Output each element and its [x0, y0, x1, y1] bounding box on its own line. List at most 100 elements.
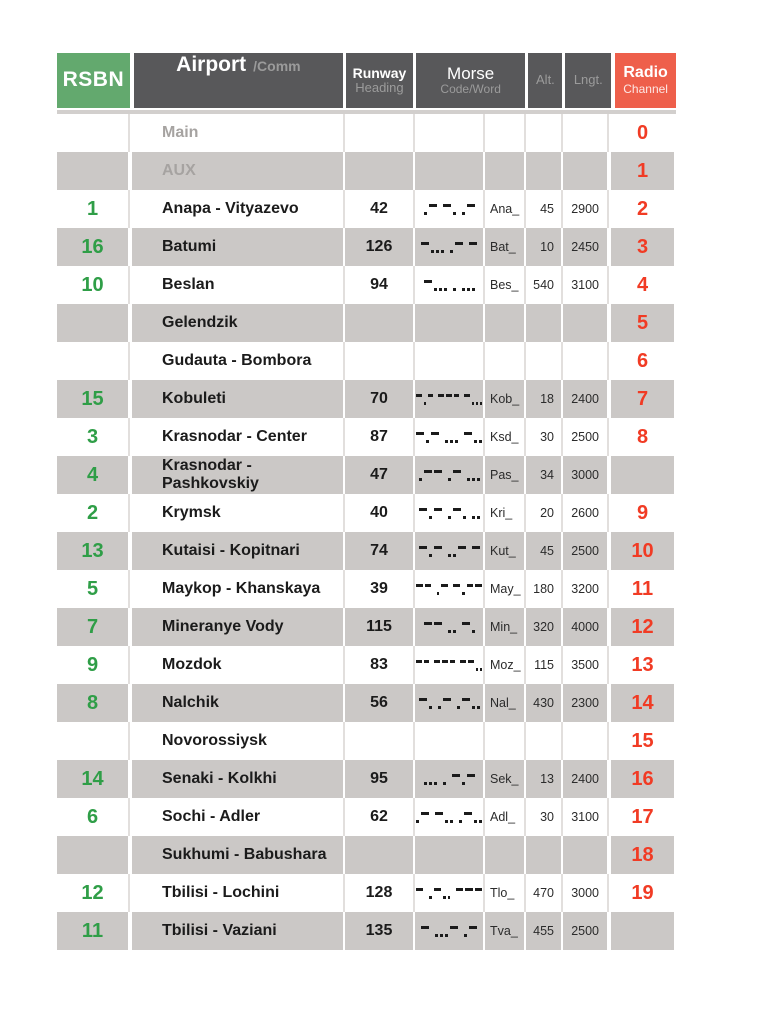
morse-code: [415, 760, 485, 798]
rsbn-number: [57, 722, 130, 760]
table-row: 8 Nalchik 56 Nal_ 430 2300 14: [57, 684, 676, 722]
airport-name: Anapa - Vityazevo: [132, 190, 345, 228]
morse-word: Bes_: [485, 266, 526, 304]
altitude-value: 470: [526, 874, 563, 912]
morse-code: [415, 798, 485, 836]
morse-code: [415, 418, 485, 456]
radio-channel-number: 3: [611, 228, 674, 266]
altitude-value: 180: [526, 570, 563, 608]
length-value: [563, 304, 609, 342]
morse-code: [415, 646, 485, 684]
rsbn-number: 9: [57, 646, 130, 684]
altitude-value: [526, 114, 563, 152]
radio-channel-number: 6: [611, 342, 674, 380]
header-radio-channel: Radio Channel: [615, 53, 676, 108]
runway-heading-value: 74: [345, 532, 415, 570]
header-airport-label: Airport: [176, 53, 247, 76]
morse-code: [415, 874, 485, 912]
runway-heading-value: [345, 342, 415, 380]
table-row: 13 Kutaisi - Kopitnari 74 Kut_ 45 2500 1…: [57, 532, 676, 570]
altitude-value: [526, 342, 563, 380]
altitude-value: 115: [526, 646, 563, 684]
altitude-value: 540: [526, 266, 563, 304]
altitude-value: 45: [526, 532, 563, 570]
airport-name: Sochi - Adler: [132, 798, 345, 836]
rsbn-number: [57, 114, 130, 152]
table-row: Gudauta - Bombora 6: [57, 342, 676, 380]
airport-name: Tbilisi - Vaziani: [132, 912, 345, 950]
length-value: [563, 836, 609, 874]
header-divider: [57, 110, 676, 114]
header-airport-comm-label: /Comm: [253, 58, 301, 74]
rsbn-number: [57, 152, 130, 190]
altitude-value: 30: [526, 798, 563, 836]
altitude-value: 430: [526, 684, 563, 722]
length-value: [563, 152, 609, 190]
altitude-value: [526, 152, 563, 190]
runway-heading-value: 128: [345, 874, 415, 912]
rsbn-number: 2: [57, 494, 130, 532]
header-rsbn: RSBN: [57, 53, 130, 108]
rsbn-number: 13: [57, 532, 130, 570]
table-row: Main 0: [57, 114, 676, 152]
morse-code: [415, 570, 485, 608]
rsbn-number: 8: [57, 684, 130, 722]
header-length: Lngt.: [565, 53, 612, 108]
runway-heading-value: [345, 152, 415, 190]
morse-word: Ksd_: [485, 418, 526, 456]
runway-heading-value: 56: [345, 684, 415, 722]
altitude-value: 13: [526, 760, 563, 798]
rsbn-number: [57, 342, 130, 380]
header-airport: Airport /Comm: [133, 53, 347, 108]
runway-heading-value: 135: [345, 912, 415, 950]
morse-word: Ana_: [485, 190, 526, 228]
morse-word: Adl_: [485, 798, 526, 836]
morse-code: [415, 722, 485, 760]
airport-name: Gelendzik: [132, 304, 345, 342]
morse-code: [415, 684, 485, 722]
length-value: 2400: [563, 760, 609, 798]
rsbn-number: 12: [57, 874, 130, 912]
header-morse-label: Morse: [447, 63, 495, 83]
rsbn-number: 14: [57, 760, 130, 798]
table-row: 10 Beslan 94 Bes_ 540 3100 4: [57, 266, 676, 304]
altitude-value: 34: [526, 456, 563, 494]
table-row: 12 Tbilisi - Lochini 128 Tlo_ 470 3000 1…: [57, 874, 676, 912]
radio-channel-number: 14: [611, 684, 674, 722]
runway-heading-value: 95: [345, 760, 415, 798]
altitude-value: [526, 836, 563, 874]
morse-code: [415, 912, 485, 950]
rsbn-number: 3: [57, 418, 130, 456]
length-value: 2500: [563, 532, 609, 570]
radio-channel-number: 13: [611, 646, 674, 684]
table-body: Main 0 AUX 1 1 Anapa - Vityazevo 42 Ana_…: [57, 114, 676, 950]
morse-word: Kob_: [485, 380, 526, 418]
morse-word: Pas_: [485, 456, 526, 494]
length-value: 4000: [563, 608, 609, 646]
table-row: 5 Maykop - Khanskaya 39 May_ 180 3200 11: [57, 570, 676, 608]
runway-heading-value: 83: [345, 646, 415, 684]
radio-channel-number: 9: [611, 494, 674, 532]
altitude-value: [526, 304, 563, 342]
rsbn-number: 6: [57, 798, 130, 836]
radio-channel-number: 7: [611, 380, 674, 418]
table-row: 2 Krymsk 40 Kri_ 20 2600 9: [57, 494, 676, 532]
header-runway-heading-label: Heading: [355, 80, 404, 96]
header-morse: Morse Code/Word: [415, 53, 529, 108]
morse-code: [415, 114, 485, 152]
radio-channel-number: 8: [611, 418, 674, 456]
morse-code: [415, 190, 485, 228]
morse-word: [485, 722, 526, 760]
table-row: Novorossiysk 15: [57, 722, 676, 760]
radio-channel-number: 16: [611, 760, 674, 798]
radio-channel-number: 18: [611, 836, 674, 874]
morse-code: [415, 380, 485, 418]
length-value: [563, 114, 609, 152]
morse-code: [415, 608, 485, 646]
length-value: 3500: [563, 646, 609, 684]
morse-word: [485, 304, 526, 342]
rsbn-number: 5: [57, 570, 130, 608]
radio-channel-number: 4: [611, 266, 674, 304]
runway-heading-value: 39: [345, 570, 415, 608]
header-runway-label: Runway: [352, 64, 407, 81]
